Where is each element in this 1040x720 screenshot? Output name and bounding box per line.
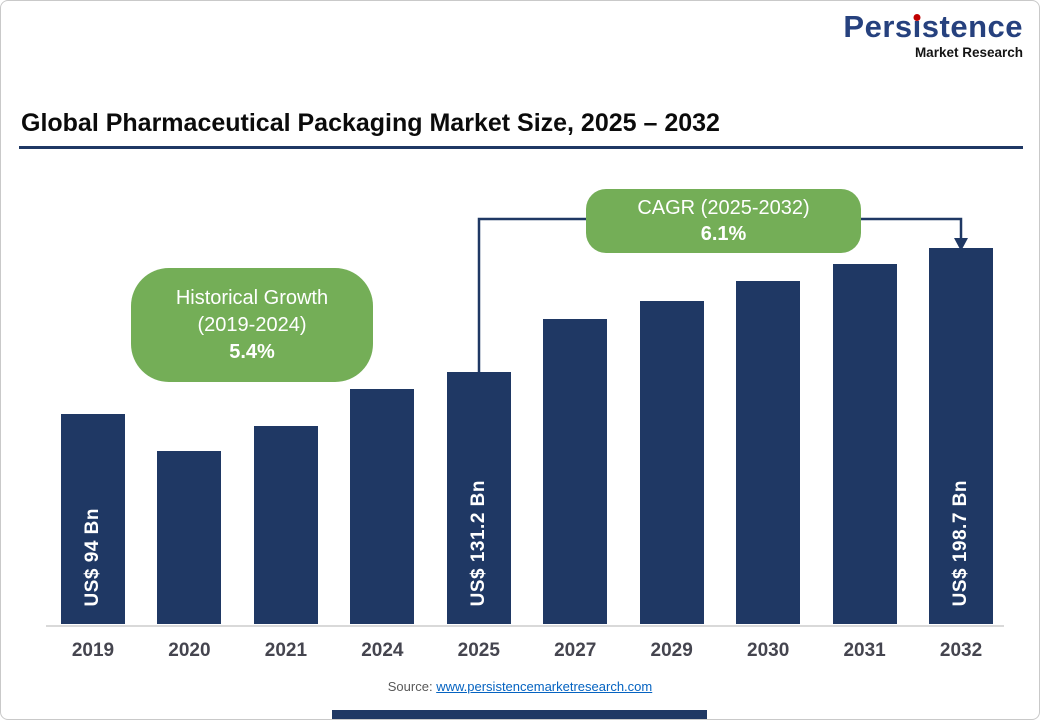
- title-underline: [19, 146, 1023, 149]
- logo-brand-part1: Pers: [843, 9, 913, 44]
- logo-brand-i-red-dot: ı: [912, 9, 922, 44]
- pmr-logo-subtitle: Market Research: [914, 44, 1023, 60]
- historical-growth-callout: Historical Growth (2019-2024) 5.4%: [131, 268, 373, 382]
- footer-accent-bar: [332, 710, 707, 719]
- bar-value-label-2025: US$ 131.2 Bn: [467, 479, 489, 606]
- x-axis-label-2021: 2021: [264, 640, 308, 661]
- x-axis-label-2027: 2027: [554, 640, 597, 661]
- cagr-value: 6.1%: [700, 223, 747, 245]
- source-link[interactable]: www.persistencemarketresearch.com: [436, 679, 653, 694]
- bar-2019: US$ 94 Bn: [61, 414, 125, 624]
- x-axis-label-2030: 2030: [747, 640, 790, 661]
- source-line: Source: www.persistencemarketresearch.co…: [1, 679, 1039, 694]
- bar-2025: US$ 131.2 Bn: [446, 372, 511, 624]
- historical-growth-line1: Historical Growth: [175, 286, 329, 309]
- bar-2027: [543, 319, 608, 624]
- x-axis-label-2024: 2024: [361, 640, 404, 661]
- cagr-callout: CAGR (2025-2032) 6.1%: [586, 189, 861, 253]
- pmr-logo: Persıstence Market Research: [843, 9, 1023, 60]
- bar-2030: [736, 281, 801, 624]
- bar-2032: US$ 198.7 Bn: [929, 248, 994, 624]
- source-prefix: Source:: [387, 679, 433, 694]
- bar-value-label-2019: US$ 94 Bn: [82, 507, 103, 606]
- cagr-line1: CAGR (2025-2032): [637, 197, 810, 219]
- page-title: Global Pharmaceutical Packaging Market S…: [21, 109, 720, 137]
- bar-2020: [157, 451, 222, 624]
- x-axis-line: [46, 625, 1004, 627]
- x-axis-label-2025: 2025: [457, 640, 500, 661]
- bar-2021: [253, 426, 318, 624]
- bar-2031: [832, 264, 897, 624]
- historical-growth-line2: (2019-2024): [197, 313, 307, 336]
- bar-2029: [639, 301, 704, 624]
- x-axis-label-2029: 2029: [650, 640, 693, 661]
- bar-value-label-2032: US$ 198.7 Bn: [950, 479, 972, 606]
- bar-2024: [350, 389, 415, 624]
- x-axis-label-2020: 2020: [168, 640, 211, 661]
- x-axis-label-2019: 2019: [71, 640, 115, 661]
- x-axis-label-2031: 2031: [843, 640, 886, 661]
- logo-brand-part2: stence: [921, 9, 1023, 44]
- x-axis-label-2032: 2032: [939, 640, 983, 661]
- pmr-logo-brand: Persıstence: [843, 9, 1023, 44]
- historical-growth-value: 5.4%: [229, 340, 275, 363]
